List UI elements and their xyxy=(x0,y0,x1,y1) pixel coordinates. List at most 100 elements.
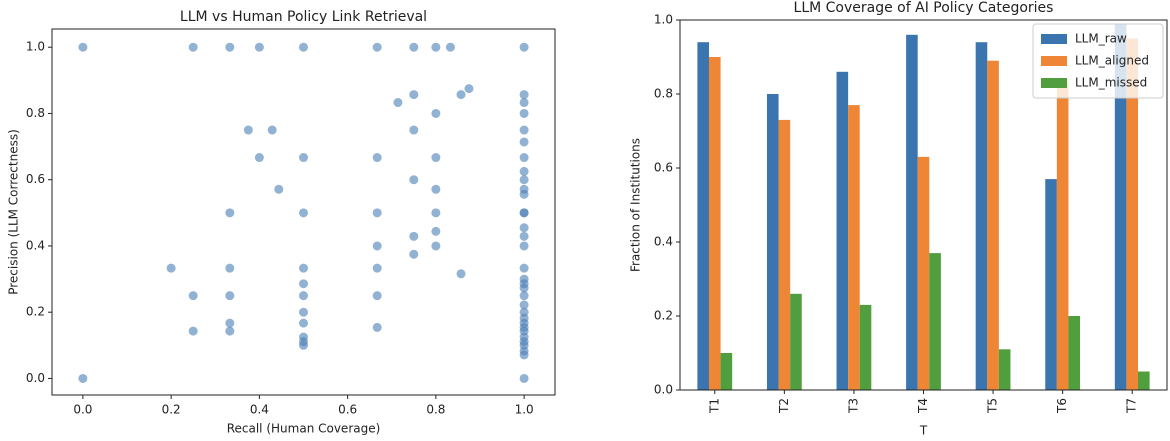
point xyxy=(299,208,308,218)
legend-swatch xyxy=(1041,78,1067,88)
bar xyxy=(778,119,791,391)
point xyxy=(254,42,264,52)
plot-frame xyxy=(51,28,556,396)
point xyxy=(519,350,529,360)
chart-title: LLM vs Human Policy Link Retrieval xyxy=(180,9,427,25)
point xyxy=(519,98,529,108)
y-tick-label: 0.4 xyxy=(654,235,673,249)
point xyxy=(519,125,529,135)
point xyxy=(372,153,382,163)
bar xyxy=(720,353,733,390)
point xyxy=(243,125,253,135)
bar xyxy=(1114,23,1127,390)
point xyxy=(519,283,529,293)
point xyxy=(519,223,529,233)
point xyxy=(299,318,308,328)
bar xyxy=(975,42,988,390)
bar xyxy=(1138,371,1150,390)
point xyxy=(299,340,308,350)
bar xyxy=(708,57,721,390)
x-tick-label: 0.6 xyxy=(338,403,357,417)
point xyxy=(299,279,308,289)
y-tick-label: 0.0 xyxy=(654,383,673,397)
x-tick-label: 0.2 xyxy=(162,403,181,417)
bar xyxy=(1056,82,1069,391)
point xyxy=(519,153,529,163)
bar xyxy=(929,253,941,390)
point xyxy=(519,166,529,176)
y-axis-label: Fraction of Institutions xyxy=(629,138,643,272)
y-axis-label: Precision (LLM Correctness) xyxy=(7,129,21,295)
point xyxy=(409,125,419,135)
y-tick-label: 0.6 xyxy=(654,161,673,175)
x-tick-label: T2 xyxy=(777,398,791,414)
point xyxy=(431,153,441,163)
y-tick-label: 0.4 xyxy=(26,238,45,252)
point xyxy=(274,184,284,194)
point xyxy=(372,291,382,301)
bar xyxy=(917,156,930,390)
bar xyxy=(836,71,849,391)
chart-title: LLM Coverage of AI Policy Categories xyxy=(794,0,1054,16)
bar xyxy=(859,304,872,390)
y-tick-label: 0.2 xyxy=(26,305,45,319)
point xyxy=(519,108,529,118)
point xyxy=(519,241,529,251)
bar xyxy=(906,34,918,391)
point xyxy=(78,42,88,52)
point xyxy=(299,263,308,273)
point xyxy=(299,153,308,163)
point xyxy=(254,153,264,163)
point xyxy=(372,322,382,332)
point xyxy=(372,263,382,273)
point xyxy=(431,241,441,251)
x-axis-label: Recall (Human Coverage) xyxy=(227,422,381,436)
legend-swatch xyxy=(1041,56,1067,66)
y-tick-label: 0.8 xyxy=(654,87,673,101)
x-axis-label: T xyxy=(919,424,928,438)
x-tick-label: T7 xyxy=(1125,398,1139,414)
point xyxy=(225,263,235,273)
plot-frame xyxy=(679,19,1168,391)
point xyxy=(225,326,235,336)
y-tick-label: 1.0 xyxy=(26,40,45,54)
point xyxy=(431,208,441,218)
point xyxy=(225,318,235,328)
point xyxy=(225,208,235,218)
point xyxy=(409,90,419,100)
point xyxy=(409,231,419,241)
bar xyxy=(766,94,779,390)
point xyxy=(519,175,529,185)
point xyxy=(519,90,529,100)
bar xyxy=(987,60,999,390)
point xyxy=(372,42,382,52)
point xyxy=(431,42,441,52)
point xyxy=(409,42,419,52)
point xyxy=(409,175,419,185)
point xyxy=(299,42,308,52)
point xyxy=(372,208,382,218)
point xyxy=(188,291,198,301)
point xyxy=(456,90,466,100)
point xyxy=(431,226,441,236)
legend-label: LLM_missed xyxy=(1075,76,1147,90)
point xyxy=(431,108,441,118)
y-tick-label: 0.6 xyxy=(26,172,45,186)
y-tick-label: 0.2 xyxy=(654,309,673,323)
x-tick-label: T5 xyxy=(986,398,1000,414)
x-tick-label: 0.4 xyxy=(250,403,269,417)
point xyxy=(519,263,529,273)
point xyxy=(519,42,529,52)
point xyxy=(393,98,403,108)
x-tick-label: 0.8 xyxy=(426,403,445,417)
point xyxy=(519,300,529,310)
point xyxy=(519,291,529,301)
bar xyxy=(790,293,802,390)
point xyxy=(188,326,198,336)
point xyxy=(519,137,529,147)
bar xyxy=(1068,316,1081,390)
bar xyxy=(848,105,860,390)
x-tick-label: 0.0 xyxy=(73,403,92,417)
bar xyxy=(998,349,1011,390)
